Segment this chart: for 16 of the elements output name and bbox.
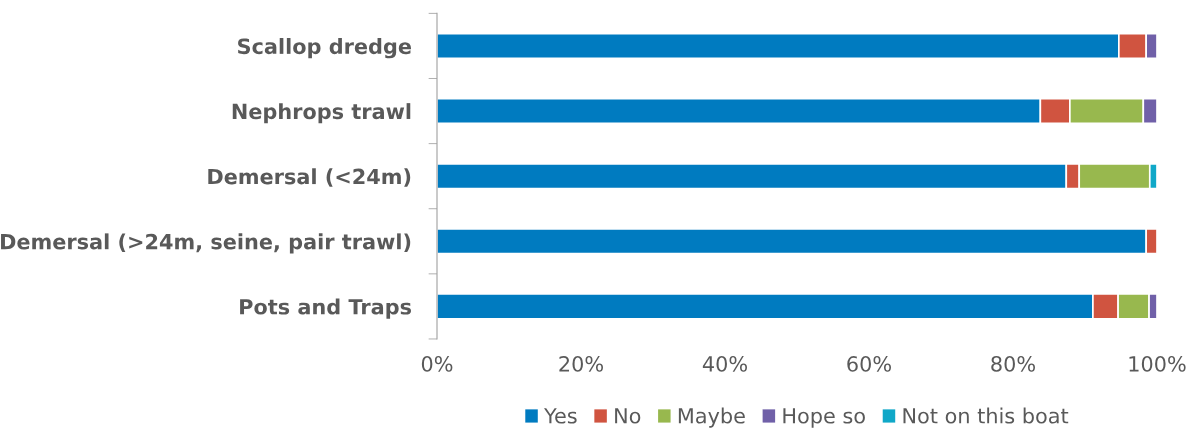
y-tick-label: Nephrops trawl — [232, 103, 411, 124]
y-tick-label: Demersal (>24m, seine, pair trawl) — [1, 233, 411, 254]
x-tick-label: 20% — [559, 355, 603, 372]
legend-label: Hope so — [783, 408, 865, 428]
y-tick-label: Demersal (<24m) — [208, 168, 411, 187]
x-tick-label: 100% — [1129, 355, 1186, 372]
y-tick-label: Scallop dredge — [238, 38, 411, 59]
legend-label: Yes — [543, 408, 577, 424]
x-tick-label: 60% — [847, 355, 891, 372]
legend-label: Maybe — [678, 407, 745, 428]
legend-label: No — [615, 408, 641, 424]
x-tick-label: 0% — [421, 355, 453, 372]
x-tick-label: 80% — [991, 355, 1035, 372]
y-tick-label: Pots and Traps — [240, 298, 412, 319]
x-tick-label: 40% — [702, 355, 747, 372]
legend-label: Not on this boat — [903, 407, 1069, 424]
